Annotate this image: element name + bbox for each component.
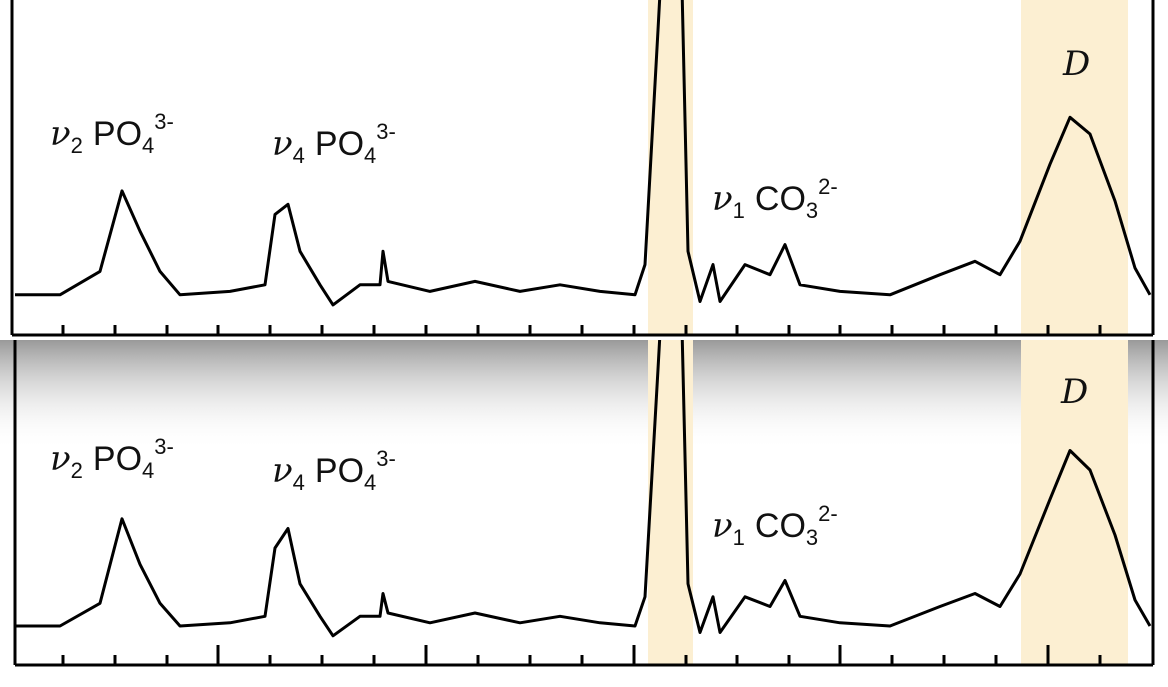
peak-label: ν4 PO43- (272, 119, 396, 168)
label-subscript: 4 (364, 470, 376, 495)
label-charge: 3- (376, 446, 396, 471)
label-species: PO (93, 440, 142, 478)
highlight-band (1021, 0, 1128, 335)
label-symbol: D (1062, 44, 1090, 84)
label-subscript: 2 (71, 133, 83, 158)
label-subscript: 3 (806, 525, 818, 550)
plot-area (15, 0, 1152, 335)
label-subscript: 4 (293, 470, 305, 495)
label-symbol: D (1060, 372, 1088, 412)
peak-label: ν1 CO32- (712, 501, 838, 550)
label-charge: 3- (154, 434, 174, 459)
label-charge: 2- (818, 174, 838, 199)
label-symbol: ν (50, 114, 71, 154)
plot-area (15, 340, 1152, 665)
peak-label: ν4 PO43- (272, 446, 396, 495)
label-species: PO (315, 452, 364, 490)
label-species: PO (315, 125, 364, 163)
label-symbol: ν (272, 124, 293, 164)
label-symbol: ν (50, 439, 71, 479)
label-symbol: ν (272, 451, 293, 491)
peak-label: D (1062, 44, 1090, 84)
label-subscript: 2 (71, 458, 83, 483)
label-symbol: ν (712, 179, 733, 219)
label-subscript: 3 (806, 198, 818, 223)
label-subscript: 1 (733, 525, 745, 550)
highlight-band (1021, 340, 1128, 665)
label-subscript: 4 (142, 458, 154, 483)
label-charge: 2- (818, 501, 838, 526)
label-subscript: 4 (142, 133, 154, 158)
label-charge: 3- (154, 109, 174, 134)
spectrum-line (15, 0, 1152, 307)
spectrum-line (15, 340, 1152, 638)
label-subscript: 4 (364, 143, 376, 168)
peak-label: D (1060, 372, 1088, 412)
label-symbol: ν (712, 506, 733, 546)
label-species: CO (755, 180, 806, 218)
peak-label: ν2 PO43- (50, 109, 174, 158)
peak-label: ν2 PO43- (50, 434, 174, 483)
label-subscript: 4 (293, 143, 305, 168)
label-charge: 3- (376, 119, 396, 144)
label-species: CO (755, 507, 806, 545)
drag-shadow (0, 340, 1168, 450)
label-subscript: 1 (733, 198, 745, 223)
label-species: PO (93, 115, 142, 153)
peak-label: ν1 CO32- (712, 174, 838, 223)
